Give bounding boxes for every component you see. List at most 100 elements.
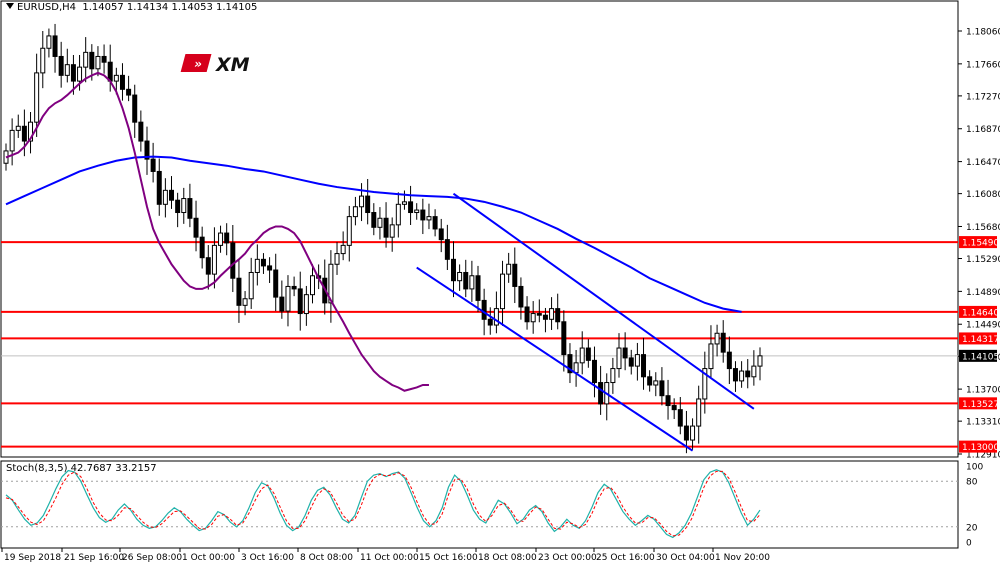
candle-bear [291, 285, 297, 290]
y-tick-label: 1.15680 [966, 223, 1000, 233]
candle-bull [77, 66, 83, 82]
candle-bull [340, 244, 346, 255]
candle-bear [52, 35, 58, 57]
y-tick-label: 1.16470 [966, 158, 1000, 168]
candle-bear [641, 354, 647, 378]
candle-bear [567, 354, 573, 374]
candle-bear [622, 347, 628, 359]
candle-bull [211, 244, 217, 275]
candle-bull [506, 263, 512, 275]
candle-bear [677, 409, 683, 427]
price-badges: 1.15490 1.14640 1.14317 1.13527 1.13000 1.141… [959, 236, 999, 453]
candle-bear [561, 321, 567, 356]
candle-bear [89, 51, 95, 70]
ma-fast-line [5, 71, 429, 392]
collapse-icon[interactable] [6, 3, 14, 9]
candle-bear [199, 236, 205, 259]
y-tick-label: 1.12910 [966, 451, 1000, 461]
candle-bull [469, 275, 475, 290]
candle-bull [218, 232, 224, 246]
y-tick-label: 1.13700 [966, 386, 1000, 396]
candle-bear [169, 189, 175, 201]
candle-bear [463, 271, 469, 290]
candle-bull [352, 206, 358, 218]
candle-bull [113, 74, 119, 82]
candle-bull [653, 380, 659, 386]
candle-bear [107, 61, 113, 82]
candle-bear [150, 158, 156, 172]
candle-bull [714, 332, 720, 345]
stoch-tick-label: 80 [966, 478, 978, 488]
candle-bear [555, 308, 561, 323]
candle-bull [303, 294, 309, 315]
candle-bull [500, 273, 506, 310]
x-tick-label: 25 Oct 16:00 [596, 553, 655, 563]
y-tick-label: 1.18060 [966, 28, 1000, 38]
high-value: 1.14134 [126, 2, 169, 13]
level-badge [959, 397, 997, 410]
candle-bull [285, 285, 291, 312]
candle-bear [267, 265, 273, 271]
candle-bull [95, 55, 101, 70]
candle-bear [21, 125, 27, 142]
candle-bear [438, 228, 444, 241]
y-tick-label: 1.16080 [966, 190, 1000, 200]
candle-bull [573, 362, 579, 374]
candle-bear [138, 121, 144, 142]
candle-bear [236, 277, 242, 306]
channel-upper-line[interactable] [452, 192, 755, 410]
candle-bear [408, 201, 414, 214]
open-value: 1.14057 [82, 2, 124, 13]
candle-bull [696, 398, 702, 427]
y-tick-label: 1.14890 [966, 288, 1000, 298]
y-tick-label: 1.13310 [966, 418, 1000, 428]
low-value: 1.14053 [171, 2, 213, 13]
candle-bear [683, 425, 689, 441]
y-tick-label: 1.15290 [966, 255, 1000, 265]
candle-bull [83, 51, 89, 68]
candle-bear [365, 195, 371, 214]
candle-bear [224, 232, 230, 244]
xm-logo-text: XM [215, 54, 250, 76]
candle-bull [530, 313, 536, 323]
candle-bear [475, 275, 481, 301]
candle-bull [34, 72, 40, 123]
channel-lower-line[interactable] [416, 266, 694, 452]
x-tick-label: 30 Oct 04:00 [656, 553, 715, 563]
candle-bear [279, 296, 285, 312]
level-badge-label: 1.14317 [962, 335, 999, 345]
candle-bull [751, 365, 757, 378]
candle-bull [708, 343, 714, 370]
candle-bull [377, 217, 383, 228]
candle-bull [28, 121, 34, 142]
candle-bear [665, 395, 671, 407]
candle-bear [726, 351, 732, 370]
x-tick-label: 11 Oct 00:00 [360, 553, 419, 563]
candle-bear [420, 209, 426, 221]
candle-bull [457, 271, 463, 282]
x-tick-label: 23 Oct 00:00 [538, 553, 597, 563]
symbol-label: EURUSD,H4 [17, 2, 77, 13]
candle-bull [634, 354, 640, 367]
candle-bear [175, 199, 181, 214]
candle-bull [493, 308, 499, 326]
candle-bull [328, 263, 334, 304]
xm-logo-glyph: » [194, 57, 202, 71]
candle-bear [126, 88, 132, 96]
current-price-badge [959, 349, 997, 362]
stoch-tick-label: 100 [966, 463, 983, 473]
candle-bear [371, 212, 377, 228]
candle-bear [144, 140, 150, 160]
candle-bear [487, 318, 493, 326]
stoch-main-value: 42.7687 [70, 463, 113, 474]
level-badge [959, 236, 997, 249]
stoch-panel-border [0, 460, 959, 549]
candle-bull [162, 189, 168, 205]
level-badge-label: 1.13000 [962, 443, 999, 453]
x-tick-label: 8 Oct 08:00 [300, 553, 353, 563]
candle-bull [15, 125, 21, 131]
candle-bear [598, 382, 604, 405]
xm-logo-mark [180, 54, 212, 72]
